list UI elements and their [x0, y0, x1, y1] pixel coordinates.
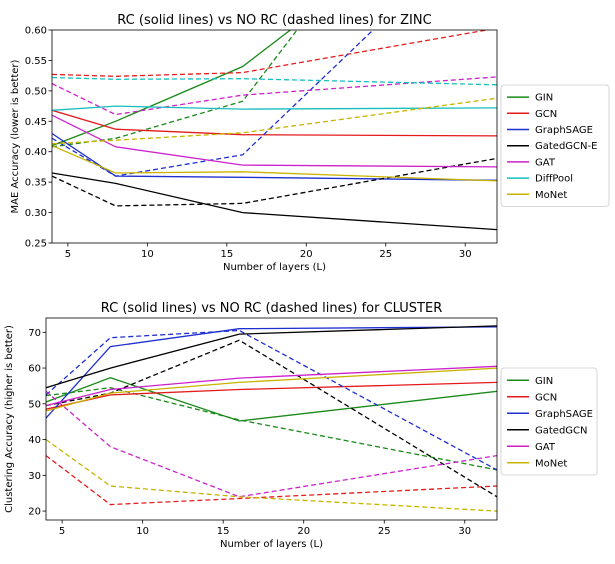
plot-frame	[51, 29, 498, 244]
x-tick-label: 15	[217, 526, 230, 537]
x-axis-label: Number of layers (L)	[223, 262, 326, 273]
series-monet-rc-line	[46, 367, 497, 412]
x-tick-label: 30	[459, 249, 472, 260]
legend-label-monet: MoNet	[535, 458, 567, 469]
x-tick-label: 10	[141, 249, 154, 260]
series-gcn-rc-line	[52, 109, 497, 137]
series-gcn-rc-line	[46, 381, 497, 410]
series-gat-rc-line	[46, 365, 497, 407]
y-tick-label: 40	[28, 435, 41, 446]
series-gatedgcn-e-rc-line	[52, 172, 497, 231]
series-gat-no-rc-line	[46, 390, 497, 498]
chart-2: RC (solid lines) vs NO RC (dashed lines)…	[4, 301, 598, 550]
series-diffpool-rc-line	[52, 105, 497, 111]
y-tick-label: 0.35	[25, 178, 47, 189]
plot-frame	[45, 317, 498, 521]
y-tick-label: 0.30	[25, 208, 47, 219]
chart-1: RC (solid lines) vs NO RC (dashed lines)…	[10, 13, 610, 273]
legend-label-gat: GAT	[535, 157, 556, 168]
legend-frame	[500, 367, 598, 476]
series-gcn-no-rc-line	[52, 30, 491, 77]
series-graphsage-no-rc-line	[52, 30, 374, 177]
legend-label-gatedgcn: GatedGCN	[535, 425, 588, 436]
legend-label-gin: GIN	[535, 376, 553, 387]
x-tick-label: 30	[458, 526, 471, 537]
series-gatedgcn-no-rc-line	[46, 339, 497, 498]
y-tick-label: 0.40	[25, 147, 47, 158]
legend-label-gin: GIN	[535, 93, 553, 104]
y-axis-label: Clustering Accuracy (higher is better)	[4, 325, 15, 513]
series-gatedgcn-e-no-rc-line	[52, 157, 497, 207]
series-lines	[52, 30, 497, 231]
y-tick-label: 60	[28, 364, 41, 375]
legend-label-graphsage: GraphSAGE	[535, 409, 593, 420]
y-tick-label: 0.50	[25, 86, 47, 97]
y-tick-label: 30	[28, 471, 41, 482]
y-tick-label: 0.45	[25, 117, 47, 128]
x-tick-label: 20	[297, 526, 310, 537]
y-tick-label: 0.25	[25, 239, 47, 250]
x-tick-label: 10	[136, 526, 149, 537]
legend: GIN GCN GraphSAGE GatedGCN-E GAT DiffPool MoNe…	[500, 84, 610, 207]
legend-label-gat: GAT	[535, 442, 556, 453]
legend-label-monet: MoNet	[535, 190, 567, 201]
series-gin-no-rc-line	[46, 387, 497, 471]
x-tick-label: 20	[300, 249, 313, 260]
legend-frame	[500, 84, 610, 207]
series-gin-rc-line	[46, 377, 497, 422]
series-monet-no-rc-line	[46, 439, 497, 512]
x-tick-label: 5	[65, 249, 71, 260]
legend-label-gcn: GCN	[535, 392, 557, 403]
series-gatedgcn-rc-line	[46, 325, 497, 389]
y-tick-label: 50	[28, 399, 41, 410]
series-gcn-no-rc-line	[46, 455, 497, 506]
x-tick-label: 15	[220, 249, 233, 260]
series-lines	[46, 325, 497, 512]
series-graphsage-rc-line	[52, 132, 497, 181]
y-tick-label: 0.55	[25, 56, 47, 67]
legend-label-graphsage: GraphSAGE	[535, 125, 593, 136]
series-monet-rc-line	[52, 145, 497, 182]
y-axis-label: MAE Accuracy (lower is better)	[10, 59, 21, 213]
y-tick-label: 20	[28, 507, 41, 518]
series-gat-no-rc-line	[52, 76, 497, 116]
legend-label-gcn: GCN	[535, 109, 557, 120]
x-tick-label: 5	[59, 526, 65, 537]
chart-title: RC (solid lines) vs NO RC (dashed lines)…	[101, 301, 442, 316]
legend-label-diffpool: DiffPool	[535, 174, 573, 185]
series-gin-rc-line	[52, 30, 292, 147]
x-axis-label: Number of layers (L)	[220, 539, 323, 550]
x-tick-label: 25	[378, 526, 391, 537]
y-tick-label: 70	[28, 328, 41, 339]
legend-label-gatedgcn-e: GatedGCN-E	[535, 141, 597, 152]
y-tick-label: 0.60	[25, 26, 47, 37]
chart-title: RC (solid lines) vs NO RC (dashed lines)…	[117, 13, 431, 28]
series-graphsage-rc-line	[46, 326, 497, 419]
series-gat-rc-line	[52, 114, 497, 168]
legend: GIN GCN GraphSAGE GatedGCN GAT MoNet	[500, 367, 598, 476]
x-tick-label: 25	[379, 249, 392, 260]
series-graphsage-no-rc-line	[46, 329, 497, 471]
series-gin-no-rc-line	[52, 30, 298, 148]
